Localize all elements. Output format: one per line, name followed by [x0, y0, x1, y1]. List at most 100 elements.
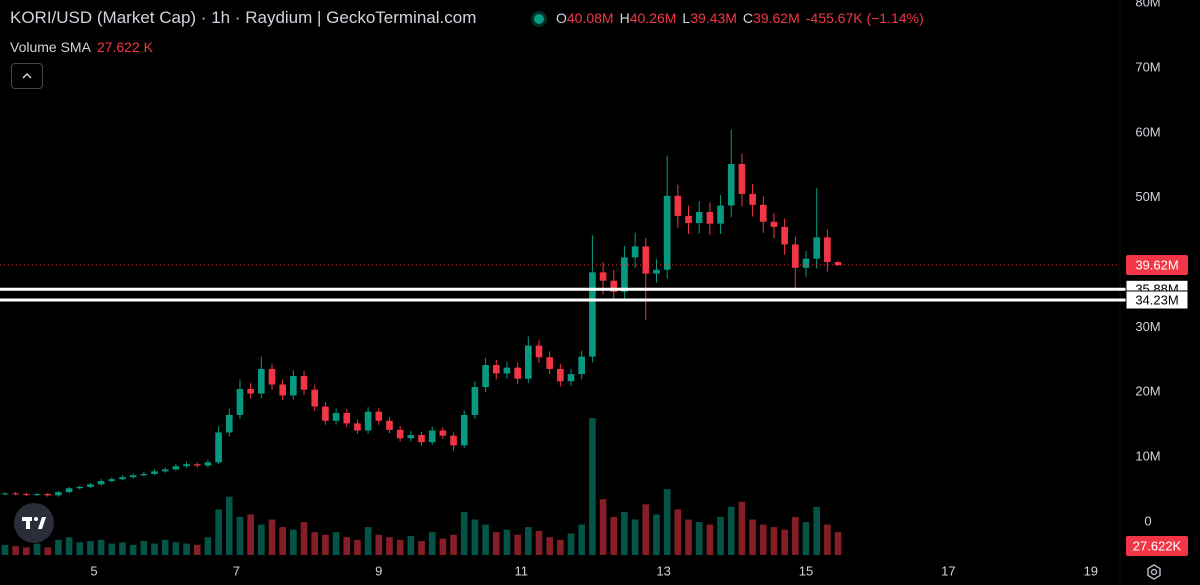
- ohlc-value: 39.62M: [753, 10, 800, 26]
- candle-body: [663, 195, 671, 270]
- candle-body: [717, 205, 724, 224]
- volume-bar: [44, 547, 52, 555]
- volume-bar: [23, 547, 30, 555]
- candle-body: [471, 387, 479, 415]
- chart-title: KORI/USD (Market Cap) · 1h · Raydium | G…: [10, 8, 477, 27]
- candle-body: [621, 257, 628, 292]
- candle-body: [290, 376, 297, 396]
- volume-bar: [738, 501, 746, 555]
- volume-sma-tag: [1126, 535, 1188, 556]
- candle-body: [364, 411, 372, 431]
- candle-body: [23, 494, 30, 496]
- candle-body: [247, 389, 254, 394]
- y-tick-label: 60M: [1135, 124, 1160, 139]
- change: -455.67K (−1.14%): [805, 10, 924, 26]
- candle-body: [802, 258, 810, 268]
- candle-body: [129, 475, 137, 478]
- candle-body: [332, 413, 340, 421]
- volume-bar: [642, 504, 650, 555]
- volume-bar: [257, 524, 265, 555]
- ohlc-key: L: [682, 10, 691, 26]
- volume-bar: [364, 527, 372, 555]
- candle-body: [12, 493, 19, 495]
- candle-body: [824, 237, 831, 263]
- collapse-icon: [22, 72, 32, 79]
- volume-label: Volume SMA: [10, 39, 91, 55]
- volume-bar: [386, 537, 393, 555]
- candle-body: [834, 262, 842, 266]
- volume-bar: [717, 516, 724, 555]
- candle-body: [642, 246, 650, 274]
- candle-body: [1, 493, 9, 495]
- y-tick-label: 10M: [1135, 449, 1160, 464]
- volume-bar: [770, 527, 778, 555]
- candle-body: [300, 376, 308, 390]
- volume-sma-label: 27.622K: [1133, 538, 1182, 553]
- x-tick-label: 5: [90, 563, 97, 578]
- y-tick-label: 50M: [1135, 189, 1160, 204]
- x-tick-label: 7: [233, 563, 240, 578]
- settings-icon[interactable]: [1147, 564, 1161, 580]
- candle-body: [503, 367, 511, 374]
- volume-bar: [503, 529, 511, 555]
- volume-bar: [450, 534, 457, 555]
- volume-bar: [802, 522, 810, 555]
- volume-bar: [759, 524, 767, 555]
- ohlc-value: 40.26M: [629, 10, 677, 26]
- last-price-label: 39.62M: [1135, 257, 1178, 272]
- volume-bar: [97, 539, 105, 555]
- candle-body: [386, 420, 393, 430]
- volume-bar: [428, 532, 436, 555]
- volume-bar: [55, 539, 62, 555]
- candle-body: [418, 435, 425, 443]
- volume-bar: [610, 516, 618, 555]
- volume-bar: [589, 418, 596, 555]
- volume-bar: [792, 516, 799, 555]
- candle-body: [183, 464, 190, 467]
- ohlc-key: C: [742, 10, 754, 26]
- candle-body: [44, 494, 52, 496]
- volume-bar: [161, 539, 169, 555]
- candle-body: [546, 357, 553, 369]
- candle-body: [236, 389, 244, 415]
- candle-body: [161, 469, 169, 472]
- candle-body: [759, 204, 767, 222]
- x-tick-label: 15: [799, 563, 813, 578]
- candle-body: [87, 484, 94, 487]
- candle-body: [557, 368, 564, 382]
- candle-body: [33, 494, 41, 496]
- ohlc-value: 40.08M: [566, 10, 614, 26]
- volume-bar: [396, 539, 404, 555]
- x-tick-label: 11: [514, 563, 528, 578]
- candle-body: [589, 272, 596, 357]
- candle-body: [76, 486, 84, 489]
- candle-body: [738, 164, 746, 194]
- volume-bar: [813, 506, 820, 555]
- volume-bar: [567, 533, 575, 555]
- candle-body: [685, 215, 692, 224]
- volume-bar: [418, 541, 425, 555]
- x-tick-label: 9: [375, 563, 382, 578]
- candle-body: [514, 367, 521, 379]
- volume-bar: [599, 499, 607, 555]
- volume-bar: [343, 537, 351, 555]
- logo[interactable]: [14, 503, 54, 543]
- candle-body: [695, 212, 703, 224]
- candle-body: [439, 430, 447, 436]
- volume-bar: [492, 532, 500, 555]
- ohlc-key: H: [619, 10, 630, 26]
- candle-body: [727, 164, 735, 206]
- volume-bar: [482, 524, 489, 555]
- volume-bar: [781, 529, 788, 555]
- y-tick-label: 20M: [1135, 384, 1160, 399]
- candle-body: [140, 473, 148, 476]
- status-dot: [534, 14, 544, 24]
- volume-bar: [439, 538, 447, 555]
- volume-bar: [578, 524, 586, 555]
- candle-body: [343, 413, 351, 424]
- collapse-button[interactable]: [11, 63, 43, 89]
- candle-body: [322, 406, 329, 421]
- volume-bar: [140, 541, 148, 555]
